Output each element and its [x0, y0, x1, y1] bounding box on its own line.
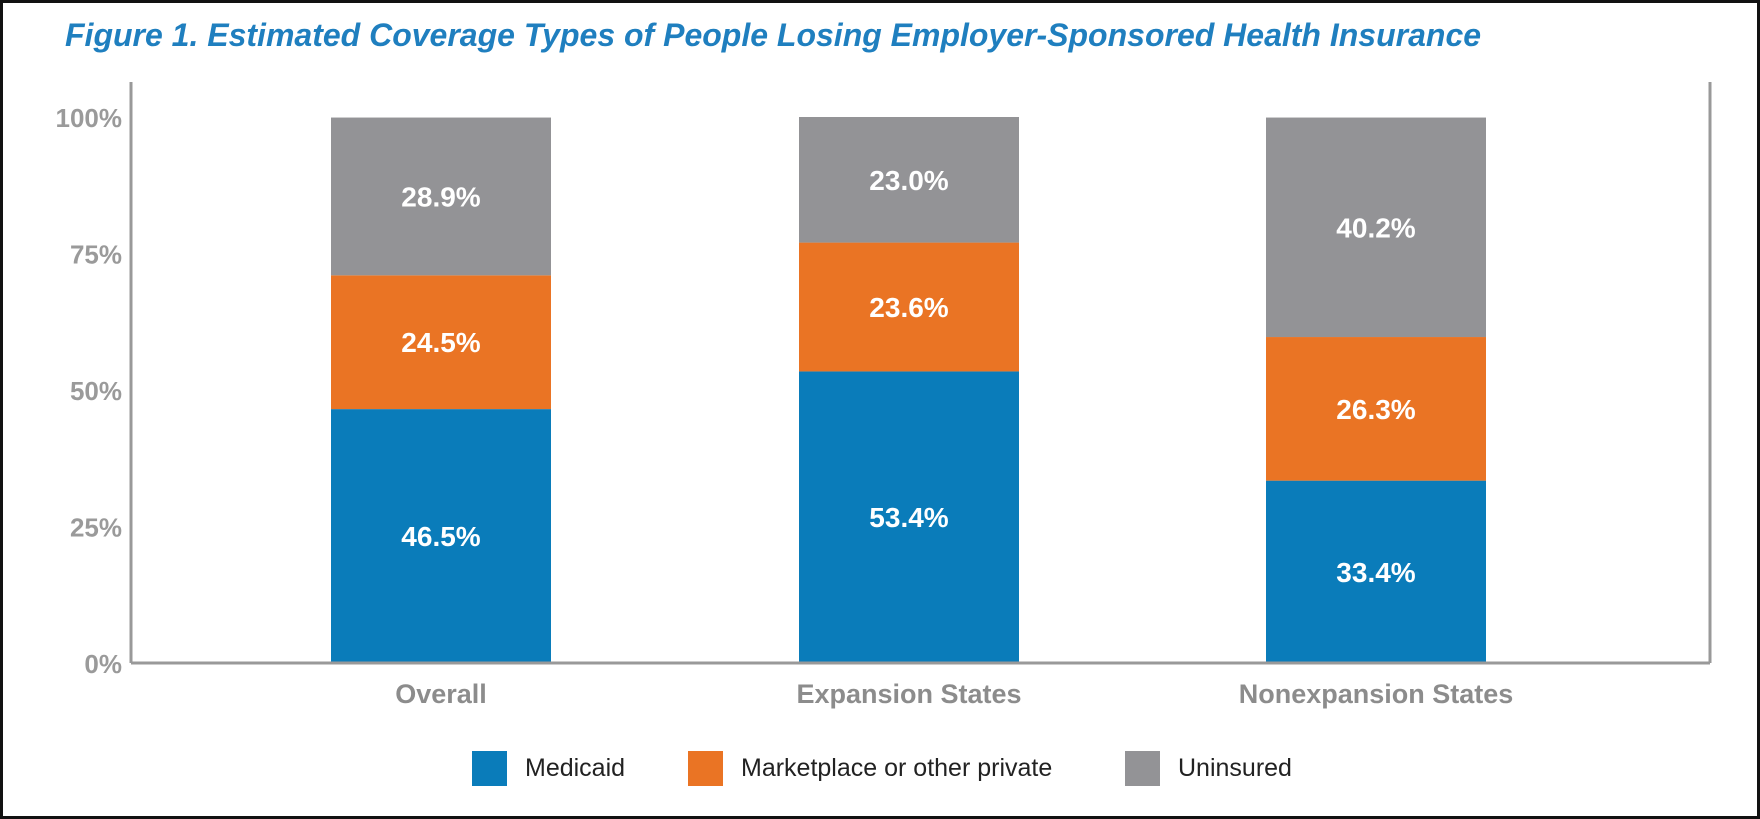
bar-overall-marketplace-or-other-private [331, 275, 551, 410]
category-label-nonexpansion-states: Nonexpansion States [1239, 679, 1514, 709]
bar-overall-uninsured [331, 117, 551, 276]
bar-overall-medicaid [331, 409, 551, 663]
legend-swatch-medicaid [472, 750, 507, 786]
legend-swatch-uninsured [1125, 750, 1160, 786]
y-tick-label-100: 100% [56, 103, 123, 133]
data-label-expansion-states-uninsured: 23.0% [869, 165, 948, 196]
data-label-nonexpansion-states-medicaid: 33.4% [1336, 557, 1415, 588]
legend-item-uninsured: Uninsured [1125, 750, 1292, 786]
legend: Medicaid Marketplace or other private Un… [0, 750, 1760, 786]
data-label-overall-marketplace-or-other-private: 24.5% [401, 327, 480, 358]
category-label-expansion-states: Expansion States [796, 679, 1021, 709]
data-label-nonexpansion-states-uninsured: 40.2% [1336, 212, 1415, 243]
legend-label-uninsured: Uninsured [1178, 753, 1292, 782]
legend-label-marketplace: Marketplace or other private [741, 753, 1053, 782]
y-tick-label-75: 75% [70, 240, 122, 270]
data-label-expansion-states-marketplace-or-other-private: 23.6% [869, 292, 948, 323]
legend-item-medicaid: Medicaid [472, 750, 625, 786]
bar-expansion-states-uninsured [799, 117, 1019, 243]
bar-nonexpansion-states-uninsured [1266, 117, 1486, 338]
bar-nonexpansion-states-medicaid [1266, 480, 1486, 663]
bar-nonexpansion-states-marketplace-or-other-private [1266, 337, 1486, 481]
y-tick-label-25: 25% [70, 513, 122, 543]
data-label-overall-medicaid: 46.5% [401, 521, 480, 552]
data-label-expansion-states-medicaid: 53.4% [869, 502, 948, 533]
legend-label-medicaid: Medicaid [525, 753, 626, 782]
bar-expansion-states-marketplace-or-other-private [799, 242, 1019, 372]
data-label-overall-uninsured: 28.9% [401, 181, 480, 212]
data-label-nonexpansion-states-marketplace-or-other-private: 26.3% [1336, 394, 1415, 425]
bar-expansion-states-medicaid [799, 371, 1019, 663]
legend-swatch-marketplace [688, 750, 723, 786]
chart-title: Figure 1. Estimated Coverage Types of Pe… [65, 17, 1482, 53]
y-tick-label-50: 50% [70, 376, 122, 406]
category-label-overall: Overall [395, 679, 487, 709]
legend-item-marketplace: Marketplace or other private [688, 750, 1052, 786]
y-tick-label-0: 0% [84, 649, 122, 679]
